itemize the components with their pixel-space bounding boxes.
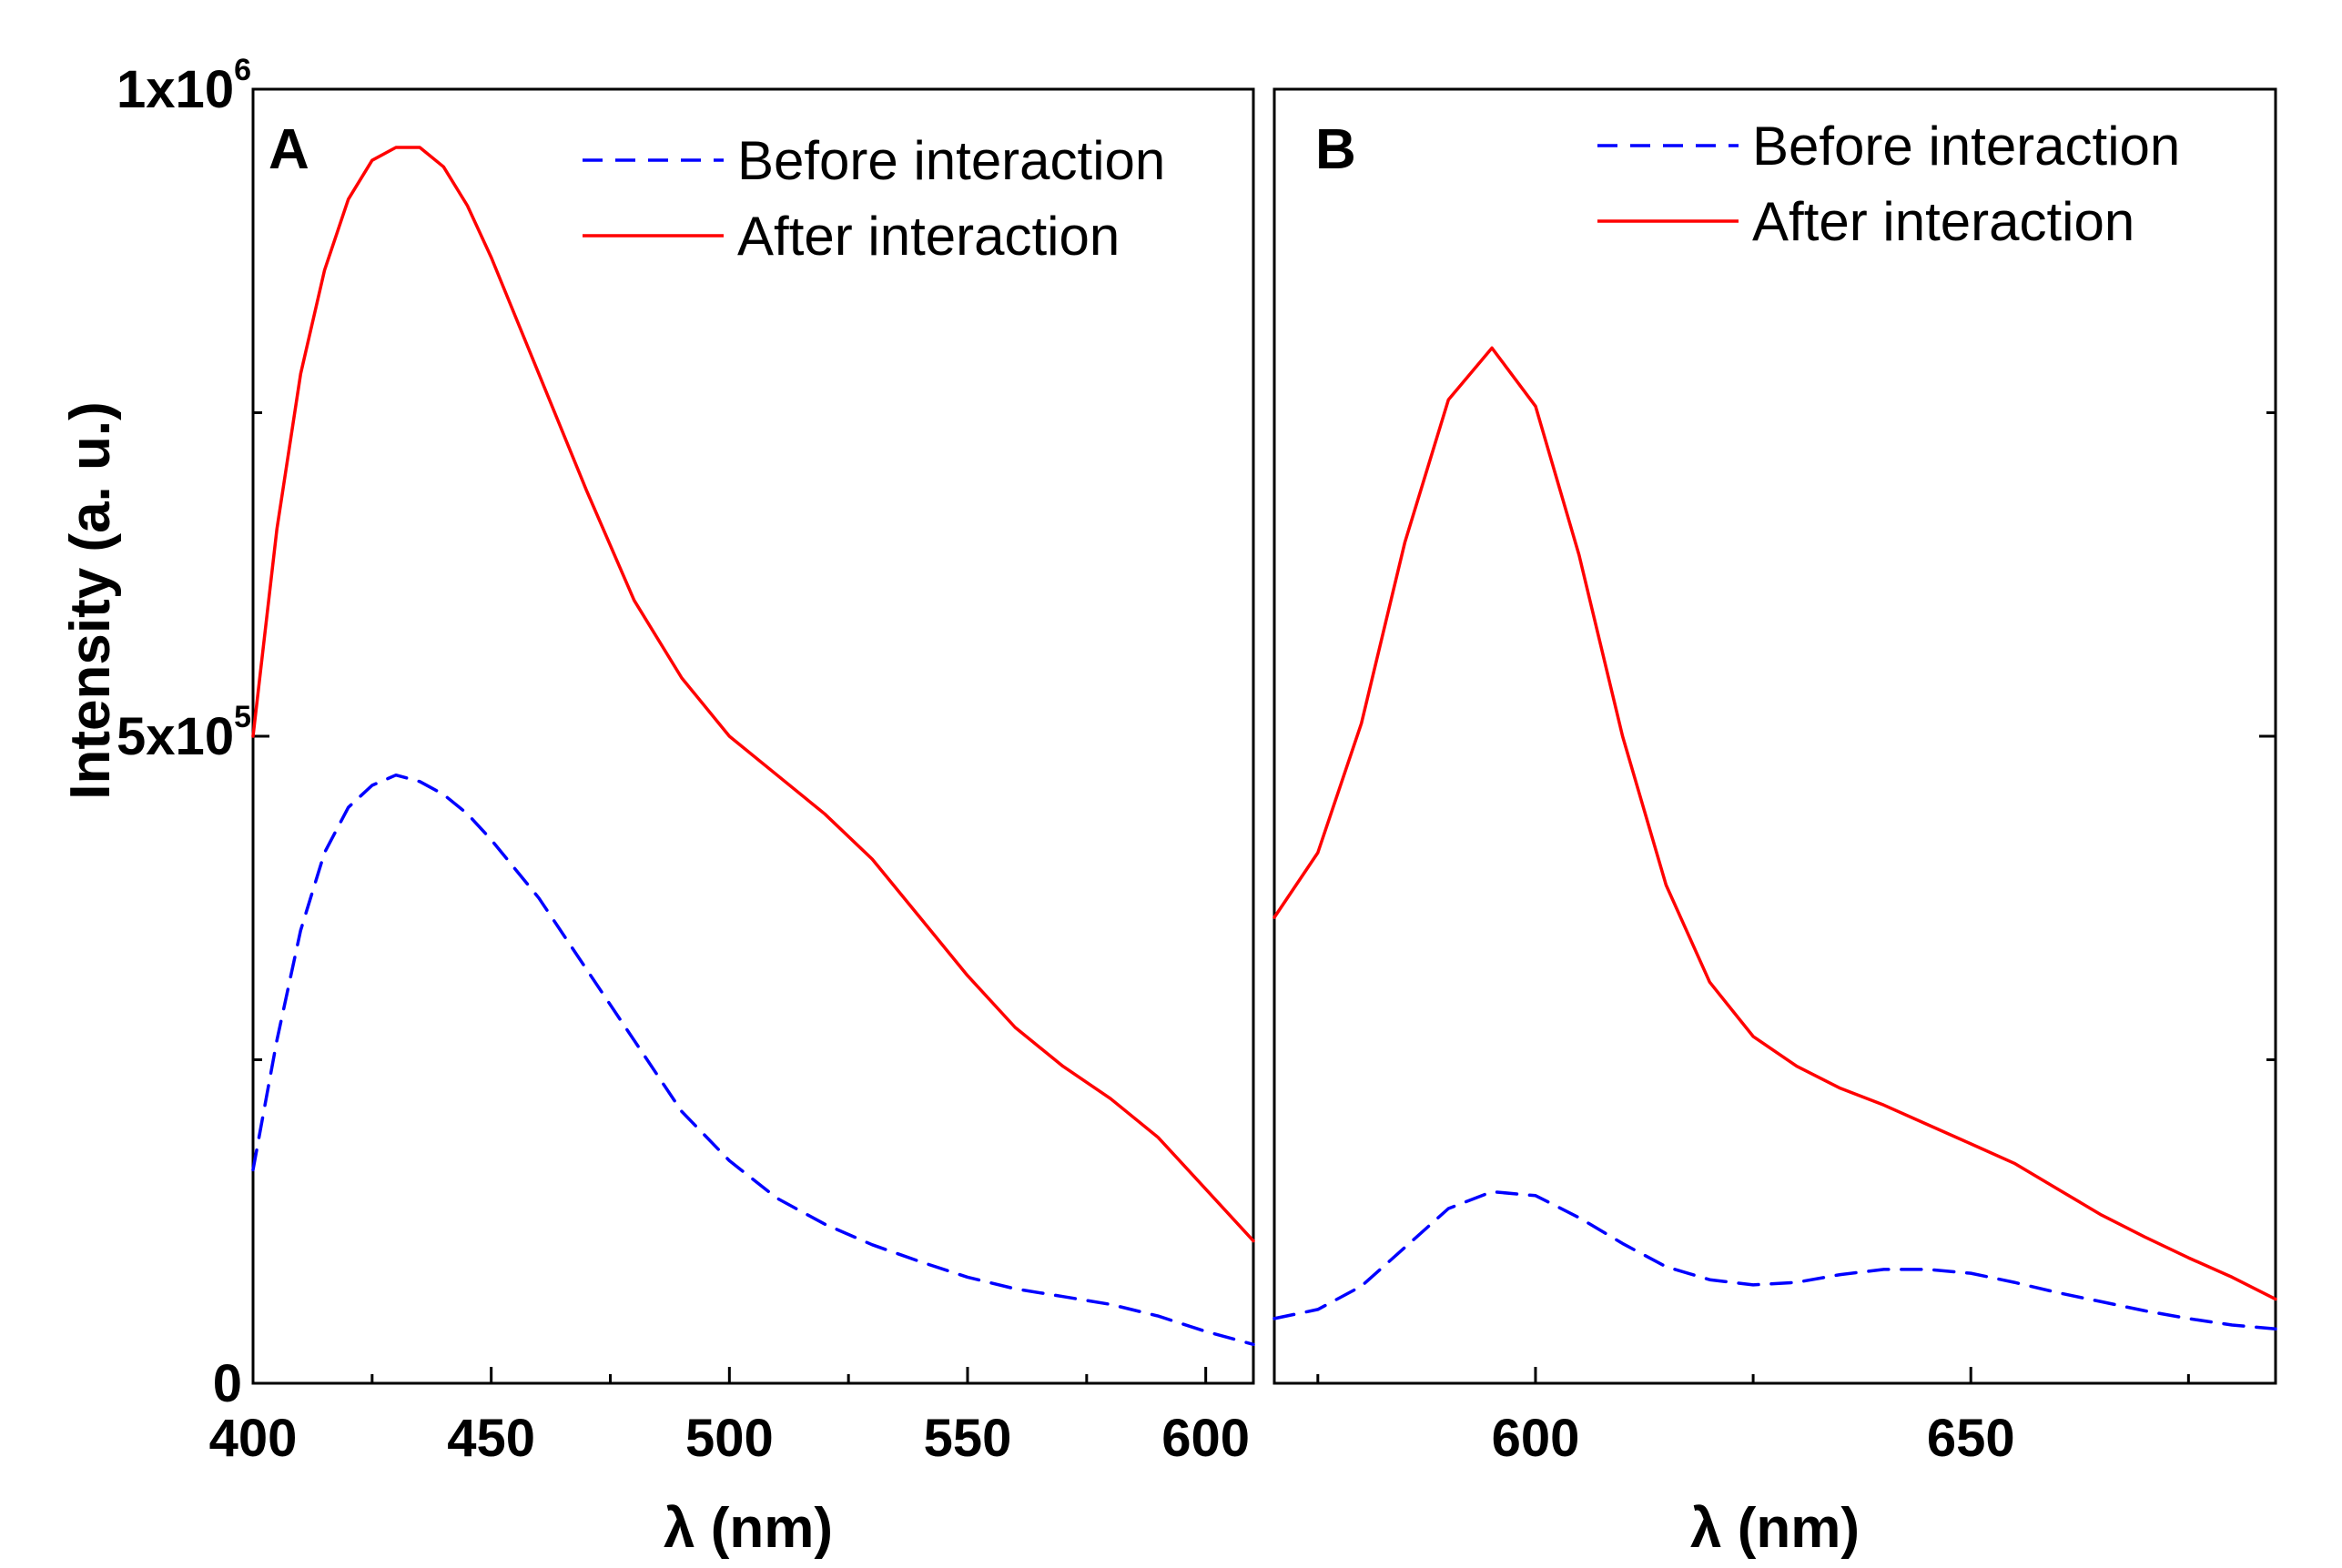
panel-a-y-tick-label: 5x105	[117, 700, 251, 766]
panel-a-x-tick-label: 550	[924, 1409, 1012, 1468]
panel-a-label: A	[269, 118, 309, 181]
panel-b: 600 650 B λ (nm) Before interaction After…	[1272, 87, 2277, 1560]
panel-a-tick-labels: 400 450 500 550 600 0 5x105 1x106	[117, 53, 1250, 1468]
panel-a-x-tick-label: 450	[447, 1409, 535, 1468]
panel-b-legend: Before interaction After interaction	[1597, 116, 2180, 252]
panel-b-x-axis-title: λ (nm)	[1690, 1497, 1860, 1560]
panel-a-legend-label-before: Before interaction	[737, 130, 1165, 191]
panel-b-legend-label-after: After interaction	[1752, 191, 2134, 252]
panel-a-x-axis-title: λ (nm)	[664, 1497, 833, 1560]
panel-a-legend-label-after: After interaction	[737, 206, 1120, 267]
panel-a: 400 450 500 550 600 0 5x105 1x106 A Intensity (…	[59, 53, 1255, 1560]
panel-a-after-interaction-line	[251, 146, 1255, 1243]
panel-b-tick-labels: 600 650	[1492, 1409, 2015, 1468]
panel-a-x-tick-label: 400	[209, 1409, 298, 1468]
panel-a-legend: Before interaction After interaction	[583, 130, 1165, 267]
panel-b-legend-label-before: Before interaction	[1752, 116, 2180, 177]
panel-a-y-tick-label: 0	[213, 1354, 242, 1413]
panel-a-axes-frame	[251, 87, 1255, 1385]
panel-a-ticks	[251, 87, 1208, 1385]
panel-b-label: B	[1315, 118, 1356, 181]
panel-b-axes-frame	[1272, 87, 2277, 1385]
panel-a-x-tick-label: 600	[1161, 1409, 1250, 1468]
panel-a-x-tick-label: 500	[685, 1409, 774, 1468]
panel-a-y-axis-title: Intensity (a. u.)	[59, 401, 122, 799]
panel-a-before-interaction-line	[251, 773, 1255, 1347]
panel-a-series	[251, 146, 1255, 1347]
panel-b-x-tick-label: 600	[1492, 1409, 1580, 1468]
panel-b-after-interaction-line	[1272, 346, 2277, 1301]
panel-b-series	[1272, 346, 2277, 1331]
panel-b-before-interaction-line	[1272, 1189, 2277, 1331]
panel-b-ticks	[1316, 87, 2276, 1385]
panel-a-y-tick-label: 1x106	[117, 53, 251, 119]
panel-b-x-tick-label: 650	[1927, 1409, 2015, 1468]
